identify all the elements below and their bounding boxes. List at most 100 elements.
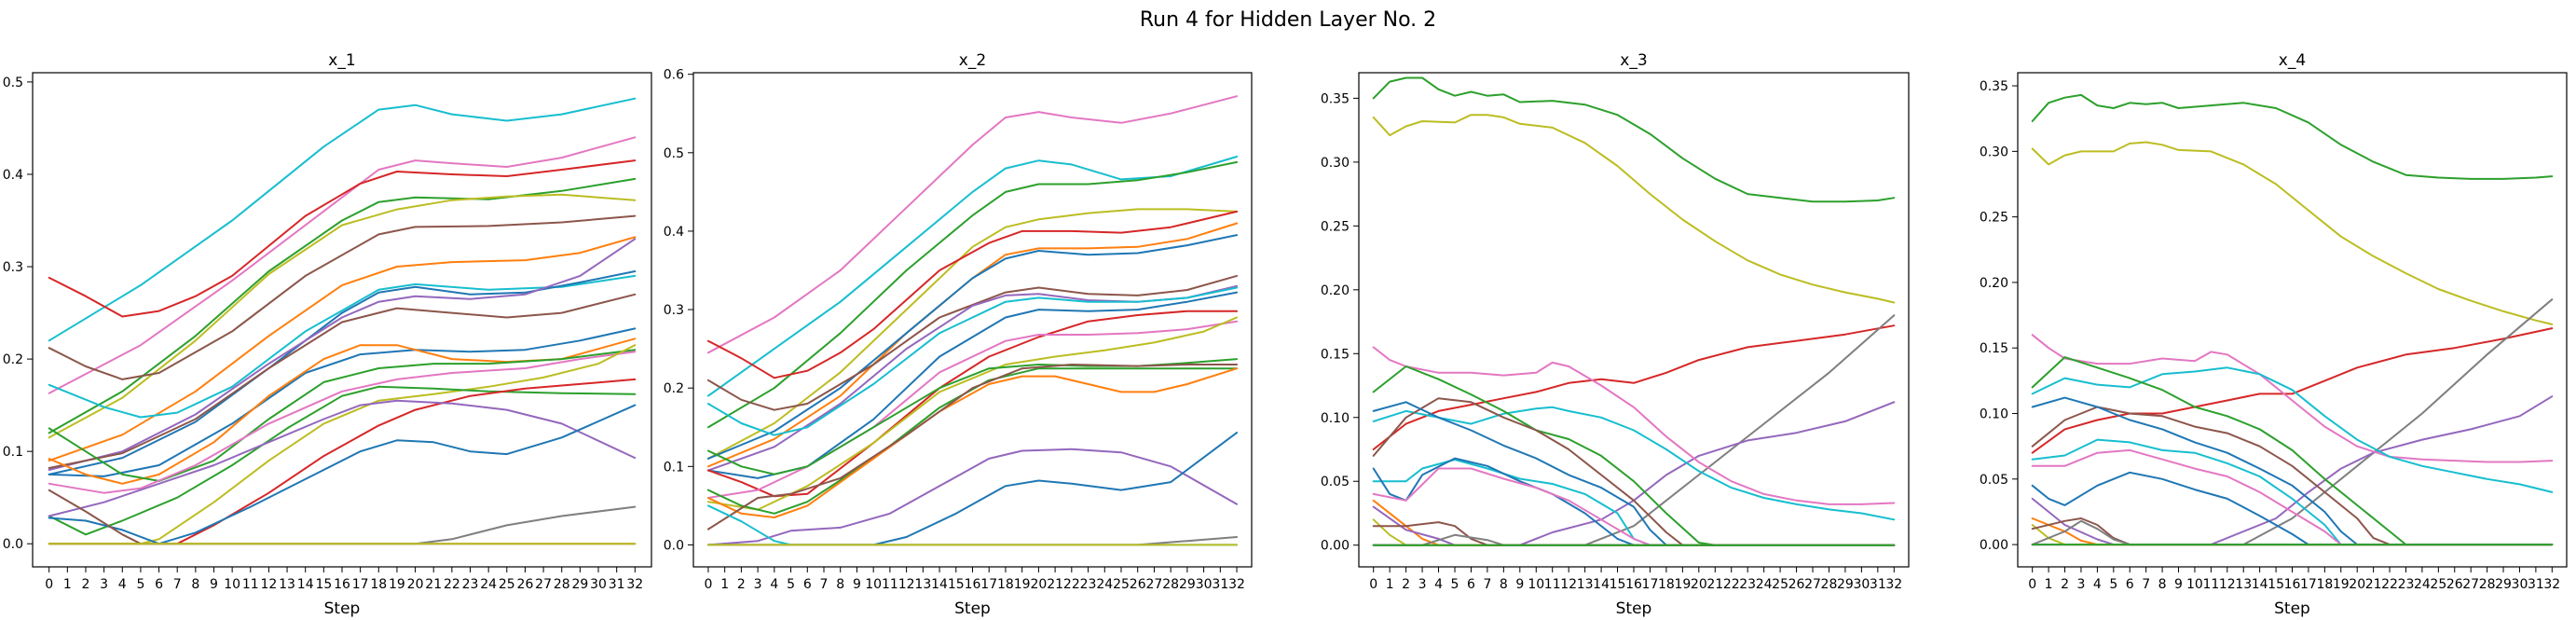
x-tick-label: 2 — [82, 577, 90, 592]
y-tick-label: 0.25 — [1321, 219, 1350, 234]
series-line-10 — [2031, 396, 2554, 546]
x-tick-label: 21 — [2365, 577, 2382, 592]
series-line-3 — [48, 159, 637, 318]
series-line-13 — [1372, 467, 1896, 546]
x-tick-label: 28 — [1821, 577, 1838, 592]
x-tick-label: 3 — [1418, 577, 1427, 592]
x-tick-label: 3 — [2077, 577, 2086, 592]
x-tick-label: 13 — [914, 577, 931, 592]
x-tick-label: 8 — [836, 577, 844, 592]
x-tick-label: 22 — [444, 577, 460, 592]
series-line-5 — [48, 193, 637, 439]
y-tick-label: 0.15 — [1321, 347, 1350, 362]
series-line-11 — [2031, 438, 2554, 546]
series-line-10 — [706, 286, 1239, 436]
x-tick-label: 10 — [2186, 577, 2203, 592]
x-tick-label: 27 — [2462, 577, 2479, 592]
x-tick-label: 1 — [720, 577, 729, 592]
subplot-title: x_3 — [1620, 51, 1647, 70]
series-line-20 — [48, 404, 637, 545]
x-tick-label: 25 — [499, 577, 515, 592]
x-tick-label: 4 — [2093, 577, 2102, 592]
x-tick-label: 27 — [1804, 577, 1821, 592]
series-line-12 — [2031, 471, 2554, 546]
x-tick-label: 14 — [1593, 577, 1610, 592]
series-line-19 — [48, 399, 637, 517]
x-tick-label: 9 — [1515, 577, 1524, 592]
x-tick-label: 32 — [2543, 577, 2560, 592]
x-tick-label: 3 — [100, 577, 108, 592]
x-tick-label: 1 — [63, 577, 72, 592]
y-tick-label: 0.2 — [664, 381, 684, 396]
series-line-8 — [48, 274, 637, 419]
series-line-3 — [1372, 324, 1896, 450]
y-tick-label: 0.35 — [1321, 91, 1350, 106]
x-axis-label: Step — [2274, 599, 2310, 618]
x-tick-label: 18 — [997, 577, 1014, 592]
y-ticks: 0.00 0.05 0.10 0.15 0.20 0.25 0.30 0.35 — [1980, 79, 2018, 553]
x-tick-label: 4 — [770, 577, 778, 592]
series-line-5 — [1372, 401, 1896, 546]
series-lines — [1372, 76, 1896, 546]
y-tick-label: 0.25 — [1980, 211, 2008, 226]
x-tick-label: 8 — [191, 577, 199, 592]
x-tick-label: 14 — [297, 577, 314, 592]
series-line-12 — [706, 310, 1239, 498]
x-tick-label: 26 — [2446, 577, 2463, 592]
series-lines — [706, 95, 1239, 546]
series-line-6 — [706, 222, 1239, 468]
x-tick-label: 0 — [704, 577, 712, 592]
series-line-3 — [2031, 327, 2554, 454]
x-tick-label: 26 — [517, 577, 534, 592]
x-tick-label: 15 — [1610, 577, 1626, 592]
x-ticks: 0 1 2 3 4 5 6 7 8 9 10 11 12 13 14 15 16 17 18 19 20 21 22 23 24… — [45, 567, 643, 592]
x-tick-label: 15 — [948, 577, 965, 592]
series-line-1 — [1372, 76, 1896, 203]
x-tick-label: 8 — [1500, 577, 1508, 592]
x-tick-label: 28 — [554, 577, 570, 592]
y-tick-label: 0.30 — [1980, 145, 2008, 159]
x-tick-label: 24 — [2414, 577, 2431, 592]
x-tick-label: 23 — [1739, 577, 1756, 592]
x-tick-label: 24 — [480, 577, 497, 592]
x-tick-label: 14 — [2252, 577, 2268, 592]
y-tick-label: 0.20 — [1980, 276, 2008, 291]
x-tick-label: 24 — [1756, 577, 1773, 592]
series-line-12 — [48, 327, 637, 477]
y-tick-label: 0.35 — [1980, 79, 2008, 94]
x-tick-label: 30 — [590, 577, 607, 592]
y-tick-label: 0.4 — [3, 168, 23, 183]
x-axis-label: Step — [954, 599, 991, 618]
x-tick-label: 31 — [1870, 577, 1886, 592]
x-tick-label: 11 — [2202, 577, 2219, 592]
x-tick-label: 24 — [1096, 577, 1113, 592]
x-tick-label: 26 — [1788, 577, 1805, 592]
x-tick-label: 16 — [2284, 577, 2301, 592]
y-tick-label: 0.0 — [664, 538, 684, 553]
x-tick-label: 32 — [1228, 577, 1245, 592]
y-tick-label: 0.20 — [1321, 283, 1350, 298]
x-tick-label: 23 — [1080, 577, 1097, 592]
y-tick-label: 0.00 — [1980, 538, 2008, 553]
y-tick-label: 0.10 — [1980, 407, 2008, 422]
y-ticks: 0.00 0.05 0.10 0.15 0.20 0.25 0.30 0.35 — [1321, 91, 1359, 554]
x-tick-label: 6 — [1467, 577, 1475, 592]
x-tick-label: 6 — [155, 577, 163, 592]
x-ticks: 0 1 2 3 4 5 6 7 8 9 10 11 12 13 14 15 16 17 18 19 20 21 22 23 24… — [2028, 567, 2560, 592]
x-tick-label: 5 — [2109, 577, 2117, 592]
series-line-4 — [706, 208, 1239, 460]
y-ticks: 0.0 0.1 0.2 0.3 0.4 0.5 0.6 — [664, 68, 693, 553]
x-tick-label: 10 — [865, 577, 882, 592]
x-tick-label: 11 — [242, 577, 259, 592]
x-tick-label: 25 — [1772, 577, 1788, 592]
x-tick-label: 32 — [1885, 577, 1902, 592]
x-tick-label: 30 — [1853, 577, 1870, 592]
x-tick-label: 13 — [2235, 577, 2252, 592]
x-tick-label: 29 — [571, 577, 588, 592]
x-tick-label: 20 — [407, 577, 424, 592]
x-tick-label: 20 — [2349, 577, 2365, 592]
x-axis-label: Step — [1616, 599, 1652, 618]
x-tick-label: 15 — [315, 577, 332, 592]
y-tick-label: 0.3 — [664, 303, 684, 318]
